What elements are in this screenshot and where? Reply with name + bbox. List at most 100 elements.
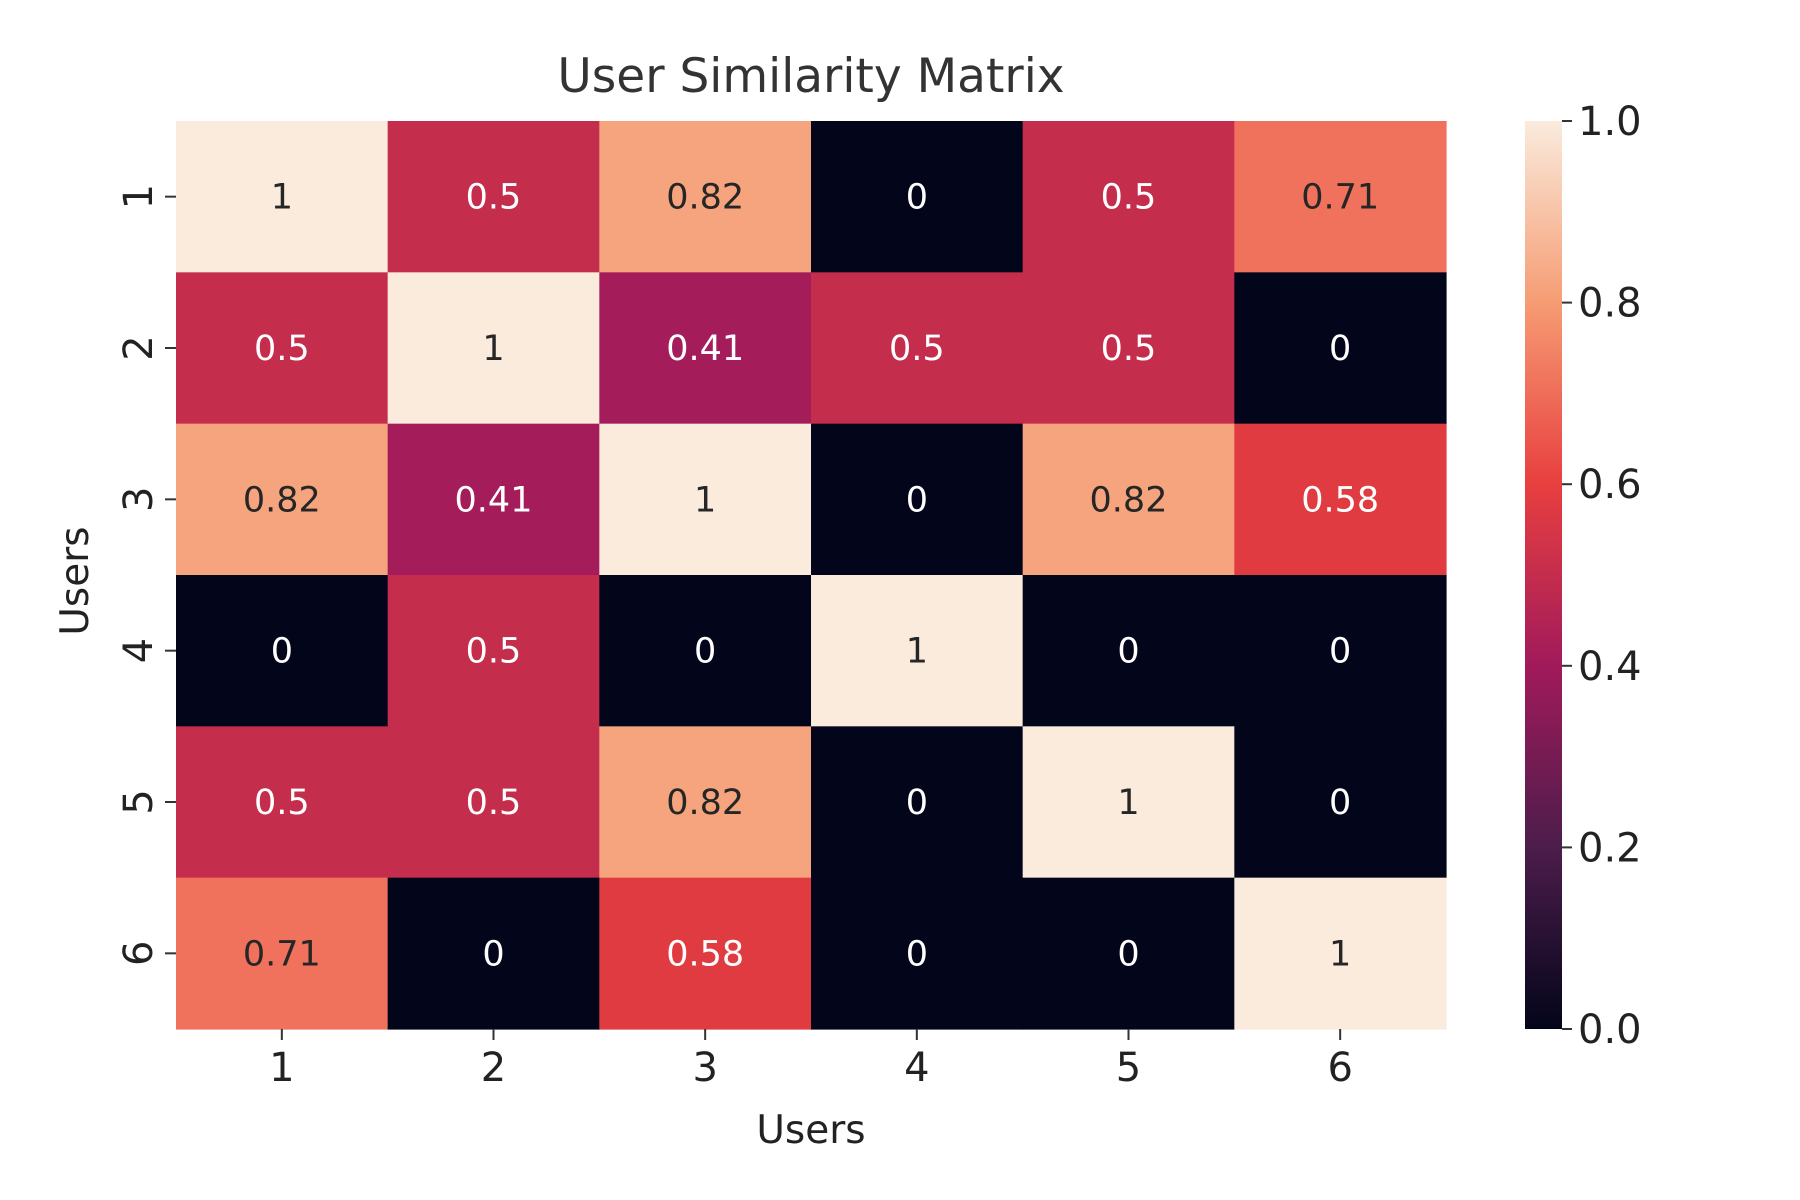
heatmap-cell <box>387 121 600 273</box>
cell-value-label: 0 <box>906 480 928 520</box>
heatmap-cell <box>176 272 389 425</box>
heatmap-cell <box>599 272 812 425</box>
chart-title: User Similarity Matrix <box>557 49 1064 104</box>
x-tick-label: 1 <box>269 1045 294 1091</box>
heatmap-cell <box>599 575 812 727</box>
heatmap-cell <box>599 877 812 1030</box>
cell-value-label: 0 <box>694 632 716 672</box>
y-tick-label: 3 <box>116 487 162 512</box>
cell-value-label: 0 <box>1329 329 1351 369</box>
cell-value-label: 0 <box>906 178 928 218</box>
cell-value-label: 0.82 <box>666 178 744 218</box>
cell-value-label: 0.41 <box>666 329 744 369</box>
cell-value-label: 0 <box>1329 632 1351 672</box>
y-tick-label: 4 <box>116 638 162 663</box>
heatmap-cell <box>1234 121 1447 273</box>
cell-value-label: 0.82 <box>1090 480 1168 520</box>
heatmap-cell <box>1234 877 1447 1030</box>
heatmap-cell <box>176 726 389 879</box>
heatmap-cell <box>811 272 1024 425</box>
heatmap-cell <box>176 423 389 576</box>
cell-value-label: 0 <box>906 934 928 974</box>
heatmap-cell <box>1022 121 1235 273</box>
cell-value-label: 0.58 <box>1301 480 1379 520</box>
y-tick-label: 2 <box>116 335 162 360</box>
heatmap-cell <box>387 877 600 1030</box>
y-tick-label: 5 <box>116 789 162 814</box>
heatmap-cell <box>387 423 600 576</box>
heatmap-cell <box>1234 272 1447 425</box>
colorbar-ticks: 0.0 0.2 0.4 0.6 0.8 1.0 <box>1562 99 1642 1053</box>
heatmap-cell <box>176 575 389 727</box>
heatmap-cell <box>811 423 1024 576</box>
heatmap-cell <box>1022 726 1235 879</box>
cell-value-label: 0.82 <box>243 480 321 520</box>
colorbar-tick-label: 0.6 <box>1578 462 1642 508</box>
x-tick-label: 2 <box>481 1045 506 1091</box>
colorbar-tick-label: 0.0 <box>1578 1007 1642 1053</box>
y-tick-label: 1 <box>116 184 162 209</box>
cell-value-label: 0.5 <box>466 178 522 218</box>
heatmap-cell <box>176 877 389 1030</box>
cell-value-label: 0 <box>1117 934 1139 974</box>
cell-value-label: 0.58 <box>666 934 744 974</box>
colorbar-tick-label: 0.8 <box>1578 281 1642 327</box>
y-tick-label: 6 <box>116 941 162 966</box>
cell-value-label: 1 <box>906 632 928 672</box>
heatmap-cell <box>599 121 812 273</box>
heatmap-cell <box>1022 423 1235 576</box>
cell-value-label: 0.5 <box>466 783 522 823</box>
cell-value-label: 0.82 <box>666 783 744 823</box>
colorbar-tick-label: 1.0 <box>1578 99 1642 145</box>
cell-value-label: 0 <box>906 783 928 823</box>
y-axis: 1 2 3 4 5 6 <box>116 184 176 966</box>
x-axis-label: Users <box>756 1108 865 1153</box>
heatmap-cell <box>811 121 1024 273</box>
cell-value-label: 0.71 <box>243 934 321 974</box>
cell-value-label: 1 <box>271 178 293 218</box>
heatmap-cell-labels: 1 0.5 0.82 0 0.5 0.71 0.5 1 0.41 0.5 0.5 0 0.82 0.41 1… <box>243 178 1379 975</box>
x-axis: 1 2 3 4 5 6 <box>269 1029 1353 1091</box>
cell-value-label: 1 <box>1329 934 1351 974</box>
cell-value-label: 0.41 <box>455 480 533 520</box>
heatmap-cell <box>811 726 1024 879</box>
heatmap-cells <box>176 121 1447 1030</box>
cell-value-label: 1 <box>1117 783 1139 823</box>
colorbar-tick-label: 0.2 <box>1578 825 1642 871</box>
x-tick-label: 3 <box>692 1045 717 1091</box>
cell-value-label: 0 <box>271 632 293 672</box>
cell-value-label: 1 <box>694 480 716 520</box>
heatmap-cell <box>599 726 812 879</box>
cell-value-label: 0 <box>1329 783 1351 823</box>
y-axis-label: Users <box>53 526 98 635</box>
colorbar-tick-label: 0.4 <box>1578 644 1642 690</box>
cell-value-label: 0.5 <box>889 329 945 369</box>
heatmap-cell <box>387 575 600 727</box>
cell-value-label: 1 <box>482 329 504 369</box>
heatmap-cell <box>387 726 600 879</box>
cell-value-label: 0.5 <box>254 783 310 823</box>
cell-value-label: 0.5 <box>466 632 522 672</box>
cell-value-label: 0.5 <box>254 329 310 369</box>
heatmap-cell <box>811 575 1024 727</box>
heatmap-cell <box>176 121 389 273</box>
heatmap-cell <box>1234 423 1447 576</box>
heatmap-cell <box>387 272 600 425</box>
cell-value-label: 0 <box>482 934 504 974</box>
x-tick-label: 4 <box>904 1045 929 1091</box>
heatmap-cell <box>1234 575 1447 727</box>
colorbar <box>1525 121 1562 1029</box>
cell-value-label: 0 <box>1117 632 1139 672</box>
heatmap-cell <box>1022 877 1235 1030</box>
heatmap-cell <box>1022 575 1235 727</box>
cell-value-label: 0.5 <box>1101 178 1157 218</box>
x-tick-label: 5 <box>1116 1045 1141 1091</box>
x-tick-label: 6 <box>1327 1045 1352 1091</box>
heatmap-cell <box>1234 726 1447 879</box>
cell-value-label: 0.71 <box>1301 178 1379 218</box>
heatmap-cell <box>599 423 812 576</box>
cell-value-label: 0.5 <box>1101 329 1157 369</box>
heatmap-cell <box>1022 272 1235 425</box>
heatmap-cell <box>811 877 1024 1030</box>
